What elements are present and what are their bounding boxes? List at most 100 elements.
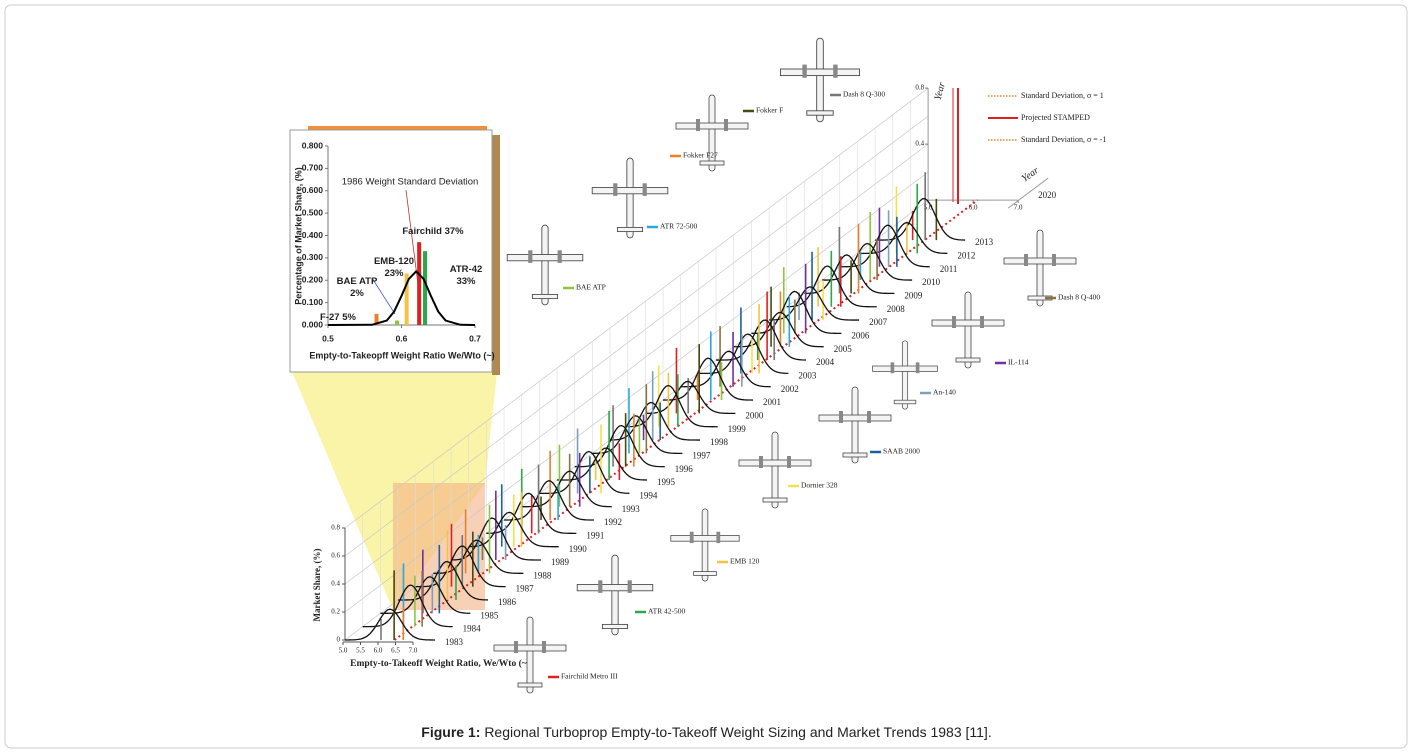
- axis-end-label: 2020: [1038, 190, 1057, 200]
- annotation-label: ATR 72-500: [660, 222, 698, 231]
- year-label: 1992: [604, 517, 622, 527]
- x-tick-label: 5.0: [924, 204, 933, 212]
- year-label: 1995: [657, 477, 676, 487]
- ridge-curve: [857, 221, 948, 255]
- aircraft-icon: [576, 554, 654, 636]
- aircraft-icon: [493, 616, 567, 694]
- value-label: EMB-120 23%: [373, 256, 415, 279]
- tail: [893, 399, 917, 405]
- tail: [616, 226, 644, 233]
- legend-label: Projected STAMPED: [1021, 113, 1090, 122]
- ridge-curve: [786, 265, 877, 308]
- annotation-label: Fairchild Metro III: [561, 672, 618, 681]
- year-label: 1988: [533, 570, 552, 580]
- year-label: 1986: [498, 597, 517, 607]
- bar: [395, 320, 400, 325]
- caption: Figure 1: Regional Turboprop Empty-to-Ta…: [0, 724, 1413, 740]
- engine: [627, 580, 632, 593]
- engine: [598, 580, 603, 593]
- aircraft-icon: [818, 386, 892, 464]
- year-label: 2000: [745, 410, 764, 420]
- y-tick-label: 0: [337, 636, 341, 644]
- year-label: 1985: [480, 610, 499, 620]
- year-label: 1987: [516, 584, 535, 594]
- inset-x-label: Empty-to-Takeopff Weight Ratio We/Wto (~…: [309, 350, 494, 360]
- wing: [576, 584, 654, 592]
- fuselage: [526, 616, 534, 694]
- engine: [1052, 254, 1056, 266]
- value-label: Fairchild 37%: [402, 226, 464, 237]
- year-label: 1984: [463, 624, 482, 634]
- engine: [514, 641, 518, 653]
- tail: [601, 623, 629, 630]
- annotation-label: Dash 8 Q-400: [1058, 293, 1100, 302]
- y-tick-label: 0.4: [915, 140, 924, 148]
- bar: [374, 313, 379, 325]
- annotation-label: ATR 42-500: [648, 607, 686, 616]
- engine: [557, 250, 562, 263]
- aircraft-icon: [931, 291, 1005, 369]
- axis-title: Year: [1020, 165, 1041, 184]
- legend-label: Standard Deviation, σ = -1: [1021, 135, 1106, 144]
- engine: [528, 250, 533, 263]
- y-tick-label: 0.300: [302, 252, 324, 262]
- ridge-curve: [521, 470, 612, 508]
- year-label: 2012: [957, 250, 975, 260]
- label-pointer: [371, 277, 396, 315]
- axis: [1007, 177, 1049, 209]
- x-tick-label: 6.0: [969, 204, 978, 212]
- year-label: 2007: [869, 317, 888, 327]
- y-tick-label: 0.100: [302, 297, 324, 307]
- grid-line: [344, 87, 929, 529]
- y-tick-label: 0.200: [302, 275, 324, 285]
- wing: [591, 187, 669, 195]
- fuselage: [964, 291, 972, 369]
- y-tick-label: 0.8: [915, 84, 924, 92]
- fuselage: [701, 508, 709, 582]
- distribution-curve: [327, 269, 476, 326]
- engine: [787, 456, 791, 468]
- engine: [642, 183, 647, 196]
- tail: [762, 497, 788, 503]
- engine: [696, 119, 700, 131]
- engine: [915, 362, 920, 374]
- year-label: 1983: [445, 637, 464, 647]
- inset-title: 1986 Weight Standard Deviation: [342, 177, 479, 188]
- main-x-label: Empty-to-Takeoff Weight Ratio, We/Wto (~…: [350, 658, 530, 669]
- fuselage: [901, 340, 909, 410]
- y-tick-label: 0.400: [302, 230, 324, 240]
- inset-shadow: [492, 135, 500, 375]
- engine: [1024, 254, 1028, 266]
- engine: [759, 456, 763, 468]
- bar: [417, 242, 422, 325]
- y-tick-label: 0.800: [302, 140, 324, 150]
- frame: [4, 4, 1408, 749]
- year-label: 2004: [816, 357, 835, 367]
- year-label: 1989: [551, 557, 570, 567]
- aircraft-icon: [675, 94, 749, 172]
- engine: [689, 531, 694, 544]
- y-tick-label: 0.000: [302, 319, 324, 329]
- inset-box: [289, 129, 493, 373]
- aircraft-icon: [670, 508, 740, 582]
- year-label: 1993: [622, 504, 641, 514]
- caption-text: Regional Turboprop Empty-to-Takeoff Weig…: [484, 724, 992, 740]
- ridge-curve: [804, 254, 895, 295]
- year-label: 2005: [834, 344, 853, 354]
- bar: [423, 251, 428, 325]
- ridge-curve: [468, 511, 559, 548]
- year-label: 1994: [639, 490, 658, 500]
- year-label: 1998: [710, 437, 729, 447]
- y-tick-label: 0.700: [302, 163, 324, 173]
- y-tick-label: 0.2: [331, 608, 340, 616]
- fuselage: [771, 431, 779, 509]
- main-y-label: Market Share, (%): [312, 548, 322, 621]
- annotation-label: BAE ATP: [576, 283, 606, 292]
- fuselage: [1036, 229, 1044, 307]
- grid-line: [344, 171, 929, 613]
- ridge-curve: [769, 286, 860, 321]
- year-label: 2009: [904, 290, 923, 300]
- tail: [517, 682, 543, 688]
- value-label: F-27 5%: [320, 312, 356, 323]
